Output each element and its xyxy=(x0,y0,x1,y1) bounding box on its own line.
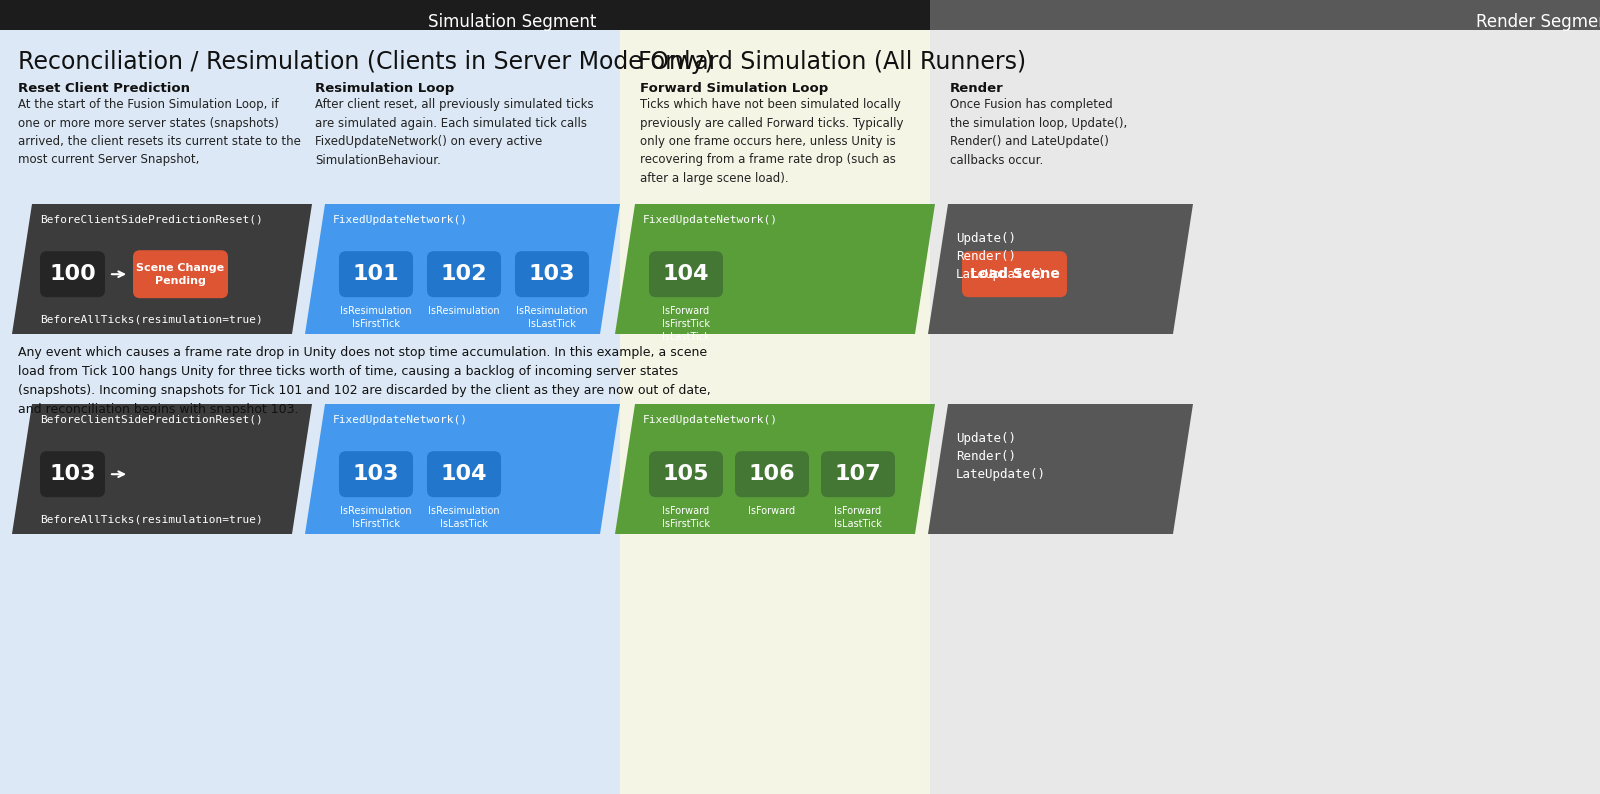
Text: Forward Simulation Loop: Forward Simulation Loop xyxy=(640,82,829,95)
Bar xyxy=(930,0,1600,30)
Text: BeforeClientSidePredictionReset(): BeforeClientSidePredictionReset() xyxy=(40,415,262,425)
Text: Ticks which have not been simulated locally
previously are called Forward ticks.: Ticks which have not been simulated loca… xyxy=(640,98,904,185)
Text: 103: 103 xyxy=(50,464,96,484)
Text: 103: 103 xyxy=(352,464,400,484)
Text: Forward Simulation (All Runners): Forward Simulation (All Runners) xyxy=(638,50,1026,74)
FancyBboxPatch shape xyxy=(339,251,413,297)
Text: FixedUpdateNetwork(): FixedUpdateNetwork() xyxy=(643,415,778,425)
FancyBboxPatch shape xyxy=(515,251,589,297)
Text: BeforeAllTicks(resimulation=true): BeforeAllTicks(resimulation=true) xyxy=(40,515,262,525)
Bar xyxy=(0,30,930,794)
Text: IsResimulation: IsResimulation xyxy=(429,306,499,316)
Text: Resimulation Loop: Resimulation Loop xyxy=(315,82,454,95)
FancyBboxPatch shape xyxy=(427,251,501,297)
FancyBboxPatch shape xyxy=(962,251,1067,297)
Text: Reconciliation / Resimulation (Clients in Server Mode Only): Reconciliation / Resimulation (Clients i… xyxy=(18,50,714,74)
FancyBboxPatch shape xyxy=(40,451,106,497)
Polygon shape xyxy=(306,404,621,534)
Text: FixedUpdateNetwork(): FixedUpdateNetwork() xyxy=(643,215,778,225)
Text: LateUpdate(): LateUpdate() xyxy=(957,268,1046,281)
Text: 105: 105 xyxy=(662,464,709,484)
Text: IsLastTick: IsLastTick xyxy=(440,519,488,529)
Text: FixedUpdateNetwork(): FixedUpdateNetwork() xyxy=(333,215,467,225)
Text: IsForward: IsForward xyxy=(749,506,795,516)
Text: 100: 100 xyxy=(50,264,96,284)
Text: Update(): Update() xyxy=(957,432,1016,445)
FancyBboxPatch shape xyxy=(427,451,501,497)
Text: 104: 104 xyxy=(662,264,709,284)
Bar xyxy=(0,0,1600,30)
Polygon shape xyxy=(614,404,934,534)
FancyBboxPatch shape xyxy=(650,451,723,497)
Text: BeforeAllTicks(resimulation=true): BeforeAllTicks(resimulation=true) xyxy=(40,315,262,325)
Text: IsResimulation: IsResimulation xyxy=(341,306,411,316)
Bar xyxy=(621,30,930,794)
FancyBboxPatch shape xyxy=(133,250,229,299)
FancyBboxPatch shape xyxy=(339,451,413,497)
Text: IsLastTick: IsLastTick xyxy=(528,319,576,329)
Polygon shape xyxy=(928,204,1194,334)
Text: LateUpdate(): LateUpdate() xyxy=(957,468,1046,481)
Text: At the start of the Fusion Simulation Loop, if
one or more more server states (s: At the start of the Fusion Simulation Lo… xyxy=(18,98,301,167)
FancyBboxPatch shape xyxy=(821,451,894,497)
Text: BeforeClientSidePredictionReset(): BeforeClientSidePredictionReset() xyxy=(40,215,262,225)
Text: Any event which causes a frame rate drop in Unity does not stop time accumulatio: Any event which causes a frame rate drop… xyxy=(18,346,710,416)
Polygon shape xyxy=(306,204,621,334)
Text: IsForward: IsForward xyxy=(662,506,709,516)
Text: Render Segment: Render Segment xyxy=(1475,13,1600,31)
Text: IsFirstTick: IsFirstTick xyxy=(352,519,400,529)
Text: IsResimulation: IsResimulation xyxy=(517,306,587,316)
Text: Reset Client Prediction: Reset Client Prediction xyxy=(18,82,190,95)
Text: FixedUpdateNetwork(): FixedUpdateNetwork() xyxy=(333,415,467,425)
Polygon shape xyxy=(614,204,934,334)
Text: Scene Change
Pending: Scene Change Pending xyxy=(136,263,224,286)
Text: Load Scene: Load Scene xyxy=(970,268,1059,281)
Text: Simulation Segment: Simulation Segment xyxy=(427,13,597,31)
Text: IsForward: IsForward xyxy=(662,306,709,316)
Text: IsResimulation: IsResimulation xyxy=(429,506,499,516)
Text: IsFirstTick: IsFirstTick xyxy=(662,519,710,529)
Text: IsFirstTick: IsFirstTick xyxy=(662,319,710,329)
Text: After client reset, all previously simulated ticks
are simulated again. Each sim: After client reset, all previously simul… xyxy=(315,98,594,167)
Text: Render(): Render() xyxy=(957,250,1016,263)
Text: Render(): Render() xyxy=(957,450,1016,463)
Text: 104: 104 xyxy=(440,464,488,484)
Text: 107: 107 xyxy=(835,464,882,484)
FancyBboxPatch shape xyxy=(734,451,810,497)
FancyBboxPatch shape xyxy=(40,251,106,297)
Text: Update(): Update() xyxy=(957,232,1016,245)
Text: IsFirstTick: IsFirstTick xyxy=(352,319,400,329)
Polygon shape xyxy=(13,404,312,534)
Bar xyxy=(930,30,1600,794)
Text: IsForward: IsForward xyxy=(835,506,882,516)
Text: 102: 102 xyxy=(440,264,488,284)
Text: IsLastTick: IsLastTick xyxy=(662,332,710,342)
Text: 101: 101 xyxy=(352,264,400,284)
Text: 103: 103 xyxy=(528,264,576,284)
Text: Once Fusion has completed
the simulation loop, Update(),
Render() and LateUpdate: Once Fusion has completed the simulation… xyxy=(950,98,1128,167)
Text: 106: 106 xyxy=(749,464,795,484)
Polygon shape xyxy=(13,204,312,334)
Text: Render: Render xyxy=(950,82,1003,95)
Text: IsLastTick: IsLastTick xyxy=(834,519,882,529)
Polygon shape xyxy=(928,404,1194,534)
FancyBboxPatch shape xyxy=(650,251,723,297)
Text: IsResimulation: IsResimulation xyxy=(341,506,411,516)
